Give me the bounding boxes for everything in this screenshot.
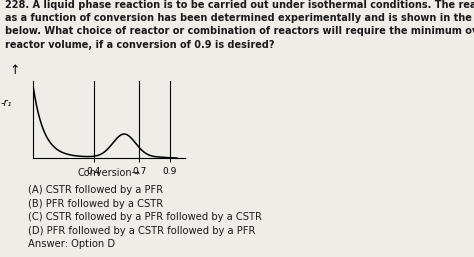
Text: 228. A liquid phase reaction is to be carried out under isothermal conditions. T: 228. A liquid phase reaction is to be ca… [5, 0, 474, 50]
Text: (A) CSTR followed by a PFR
(B) PFR followed by a CSTR
(C) CSTR followed by a PFR: (A) CSTR followed by a PFR (B) PFR follo… [28, 185, 262, 250]
Text: -r₁: -r₁ [0, 98, 11, 108]
Text: ↑: ↑ [10, 64, 20, 77]
Text: Conversion→: Conversion→ [78, 168, 140, 178]
